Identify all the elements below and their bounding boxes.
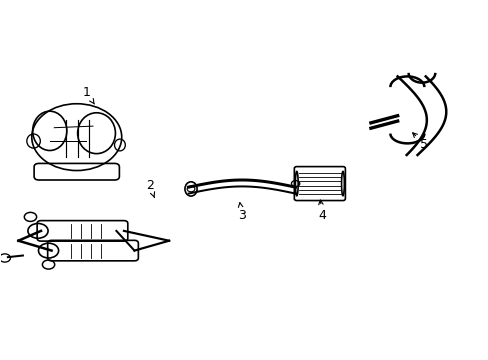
Text: 3: 3 [238,203,245,222]
Text: 2: 2 [145,179,154,197]
Text: 5: 5 [412,133,427,151]
Text: 4: 4 [318,200,325,222]
Text: 1: 1 [82,86,94,104]
